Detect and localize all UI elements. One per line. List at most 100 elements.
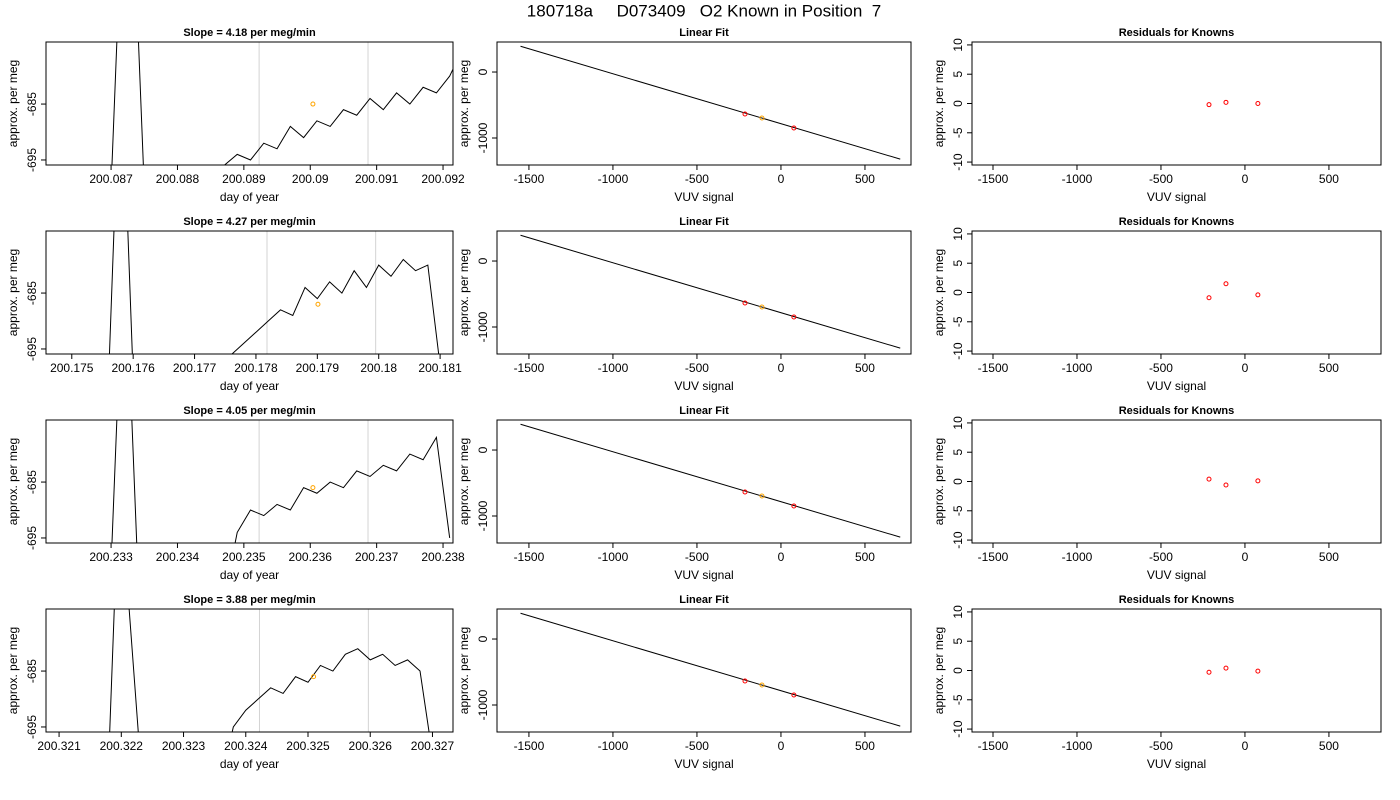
- data-point: [742, 678, 748, 684]
- panel-title: Residuals for Knowns: [1119, 27, 1235, 39]
- y-tick-label: -5: [951, 505, 965, 516]
- x-tick-label: -500: [1149, 550, 1173, 564]
- y-tick-label: 0: [951, 100, 965, 107]
- y-axis-label: approx. per meg: [932, 627, 946, 714]
- y-tick-label: -1000: [476, 311, 490, 342]
- panel: Slope = 4.18 per meg/min day of year appro…: [6, 27, 465, 204]
- plot-area: [111, 420, 451, 543]
- y-tick-label: 0: [476, 635, 490, 642]
- x-tick-label: 200.177: [173, 361, 217, 375]
- x-axis-label: VUV signal: [1147, 190, 1206, 204]
- data-point: [310, 101, 316, 107]
- x-tick-label: 200.176: [111, 361, 155, 375]
- plot-frame: [45, 608, 454, 733]
- data-point: [742, 300, 748, 306]
- y-tick-label: 5: [951, 449, 965, 456]
- data-point: [1255, 101, 1261, 106]
- x-tick-label: -500: [685, 361, 709, 375]
- y-tick-label: -685: [25, 470, 39, 494]
- x-tick-label: 200.181: [418, 361, 462, 375]
- data-line: [111, 420, 451, 543]
- data-line: [520, 612, 901, 727]
- data-line: [111, 42, 453, 165]
- y-tick-label: 5: [951, 71, 965, 78]
- x-tick-label: -1000: [1062, 550, 1093, 564]
- plot-frame: [496, 230, 912, 355]
- panel: Slope = 4.27 per meg/min day of year appro…: [6, 216, 462, 393]
- x-axis-label: VUV signal: [674, 757, 733, 771]
- x-tick-label: -500: [685, 172, 709, 186]
- plot-area: [1206, 665, 1261, 675]
- x-tick-label: 200.321: [37, 739, 81, 753]
- x-tick-label: -1000: [598, 550, 629, 564]
- y-tick-label: -695: [25, 337, 39, 361]
- x-tick-label: -1000: [1062, 361, 1093, 375]
- x-axis-label: VUV signal: [1147, 568, 1206, 582]
- plot-frame: [971, 608, 1382, 733]
- y-axis-label: approx. per meg: [6, 627, 20, 714]
- plot-area: [1206, 281, 1261, 301]
- data-point: [791, 314, 797, 320]
- panel: Slope = 4.05 per meg/min day of year appro…: [6, 405, 465, 582]
- panel: Residuals for Knowns VUV signal approx. pe…: [932, 405, 1382, 582]
- data-line: [108, 231, 440, 354]
- data-point: [1206, 669, 1212, 675]
- plot-area: [108, 231, 440, 354]
- y-tick-label: -5: [951, 694, 965, 705]
- y-axis-label: approx. per meg: [457, 60, 471, 147]
- data-point: [1206, 476, 1212, 482]
- data-point: [759, 682, 765, 688]
- x-tick-label: 500: [1319, 172, 1339, 186]
- x-tick-label: -1000: [598, 739, 629, 753]
- x-tick-label: 0: [778, 739, 785, 753]
- x-tick-label: 200.09: [292, 172, 329, 186]
- y-tick-label: -695: [25, 526, 39, 550]
- panel: Linear Fit VUV signal approx. per meg -1500…: [457, 27, 912, 204]
- x-tick-label: 200.325: [286, 739, 330, 753]
- panel: Linear Fit VUV signal approx. per meg -1500…: [457, 594, 912, 771]
- y-axis-label: approx. per meg: [932, 60, 946, 147]
- x-tick-label: 0: [778, 172, 785, 186]
- data-line: [109, 609, 430, 732]
- x-tick-label: 200.323: [162, 739, 206, 753]
- y-tick-label: 0: [951, 478, 965, 485]
- plot-frame: [45, 230, 454, 355]
- x-axis-label: VUV signal: [674, 568, 733, 582]
- x-tick-label: 200.18: [360, 361, 397, 375]
- x-tick-label: 200.233: [89, 550, 133, 564]
- panel: Linear Fit VUV signal approx. per meg -1500…: [457, 216, 912, 393]
- x-tick-label: 200.175: [50, 361, 94, 375]
- x-axis-label: day of year: [220, 757, 279, 771]
- data-point: [791, 503, 797, 509]
- y-axis-label: approx. per meg: [457, 249, 471, 336]
- data-point: [1255, 668, 1261, 674]
- y-axis-label: approx. per meg: [932, 438, 946, 525]
- x-axis-label: day of year: [220, 568, 279, 582]
- plot-frame: [971, 419, 1382, 544]
- x-tick-label: 200.088: [156, 172, 200, 186]
- y-tick-label: -10: [951, 720, 965, 738]
- x-axis-label: VUV signal: [674, 379, 733, 393]
- y-tick-label: -685: [25, 92, 39, 116]
- y-tick-label: 10: [951, 605, 965, 619]
- data-point: [1255, 478, 1261, 484]
- x-axis-label: VUV signal: [1147, 379, 1206, 393]
- data-point: [1255, 292, 1261, 298]
- x-tick-label: 0: [1242, 739, 1249, 753]
- x-tick-label: 0: [778, 550, 785, 564]
- y-axis-label: approx. per meg: [457, 627, 471, 714]
- plot-area: [520, 234, 901, 349]
- x-tick-label: 200.092: [421, 172, 465, 186]
- plot-area: [111, 42, 453, 165]
- panel-title: Linear Fit: [679, 405, 729, 417]
- y-tick-label: -685: [25, 281, 39, 305]
- y-tick-label: -10: [951, 531, 965, 549]
- x-tick-label: 500: [1319, 361, 1339, 375]
- y-axis-label: approx. per meg: [457, 438, 471, 525]
- data-point: [1223, 99, 1229, 105]
- y-tick-label: 5: [951, 638, 965, 645]
- x-tick-label: -1500: [978, 361, 1009, 375]
- x-tick-label: 500: [855, 172, 875, 186]
- x-tick-label: -1000: [1062, 172, 1093, 186]
- data-point: [310, 485, 316, 491]
